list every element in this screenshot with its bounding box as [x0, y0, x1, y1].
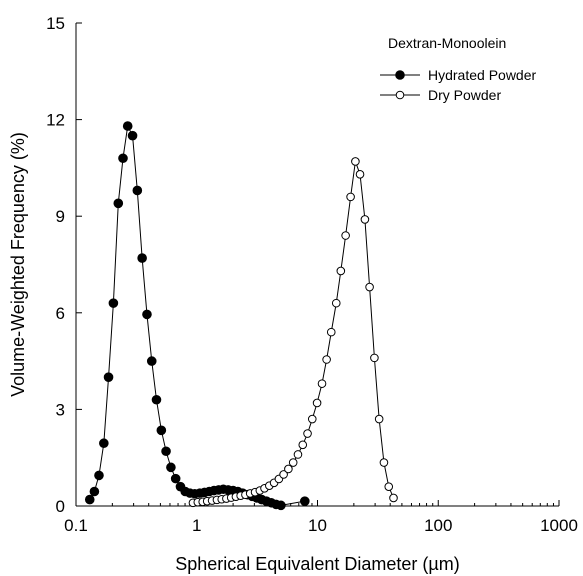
x-axis-ticks: 0.1 1 10 100 1000: [64, 500, 578, 535]
y-tick-label: 9: [56, 207, 65, 226]
data-point: [365, 282, 374, 292]
data-point: [84, 494, 95, 505]
data-point: [374, 414, 384, 424]
legend-label: Hydrated Powder: [428, 67, 537, 83]
legend-entry: Hydrated Powder: [380, 67, 537, 83]
y-tick-label: 12: [46, 111, 65, 130]
data-point: [317, 379, 327, 388]
data-point: [113, 198, 124, 209]
x-tick-label: 1000: [540, 516, 578, 535]
data-point: [284, 464, 293, 474]
x-tick-label: 100: [424, 516, 452, 535]
series-line: [89, 124, 305, 506]
data-point: [389, 493, 398, 503]
data-point: [132, 185, 143, 196]
data-point: [331, 298, 341, 308]
y-tick-label: 15: [46, 14, 65, 33]
data-point: [379, 458, 389, 467]
data-point: [276, 500, 286, 511]
series-0: [84, 121, 310, 511]
series-1: [188, 157, 398, 508]
data-point: [166, 462, 176, 473]
y-axis-ticks: 0 3 6 9 12 15: [46, 14, 82, 516]
data-point: [103, 372, 114, 383]
data-point: [170, 473, 181, 484]
data-point: [122, 121, 133, 131]
data-point: [94, 470, 104, 481]
x-tick-label: 0.1: [64, 516, 88, 535]
data-point: [156, 425, 167, 436]
legend-label: Dry Powder: [428, 87, 501, 103]
legend-entry: Dry Powder: [380, 87, 501, 103]
data-point: [161, 446, 171, 457]
x-tick-label: 10: [308, 516, 327, 535]
data-point: [336, 266, 346, 276]
data-point: [99, 438, 109, 449]
data-point: [341, 231, 350, 240]
data-point: [151, 394, 162, 405]
data-point: [279, 470, 288, 479]
data-point: [303, 429, 312, 438]
legend-entries: Hydrated Powder Dry Powder: [380, 67, 537, 103]
legend-marker: [395, 90, 405, 100]
y-tick-label: 0: [56, 497, 65, 516]
data-point: [142, 309, 152, 320]
data-point: [137, 253, 147, 263]
series-layer: [84, 121, 398, 511]
data-point: [355, 170, 365, 179]
legend-marker: [395, 70, 405, 80]
x-tick-label: 1: [192, 516, 201, 535]
data-point: [300, 496, 310, 506]
y-tick-label: 3: [56, 400, 65, 419]
legend: Dextran-Monoolein Hydrated Powder Dry Pow…: [380, 35, 537, 103]
x-axis-label: Spherical Equivalent Diameter (µm): [175, 554, 459, 574]
y-tick-label: 6: [56, 304, 65, 323]
data-point: [360, 215, 370, 224]
legend-title: Dextran-Monoolein: [388, 35, 506, 51]
data-point: [384, 482, 394, 491]
data-point: [127, 130, 138, 141]
data-point: [146, 356, 157, 366]
series-line: [192, 161, 394, 504]
data-point: [322, 355, 331, 364]
data-point: [298, 440, 308, 450]
data-point: [307, 414, 317, 424]
data-point: [312, 398, 322, 408]
data-point: [118, 153, 128, 164]
data-point: [89, 486, 100, 497]
data-point: [370, 353, 379, 363]
data-point: [346, 192, 355, 202]
data-point: [108, 298, 119, 308]
data-point: [293, 450, 303, 459]
data-point: [351, 157, 360, 166]
data-point: [288, 458, 298, 467]
y-axis-label: Volume-Weighted Frequency (%): [8, 132, 28, 397]
data-point: [326, 327, 336, 337]
